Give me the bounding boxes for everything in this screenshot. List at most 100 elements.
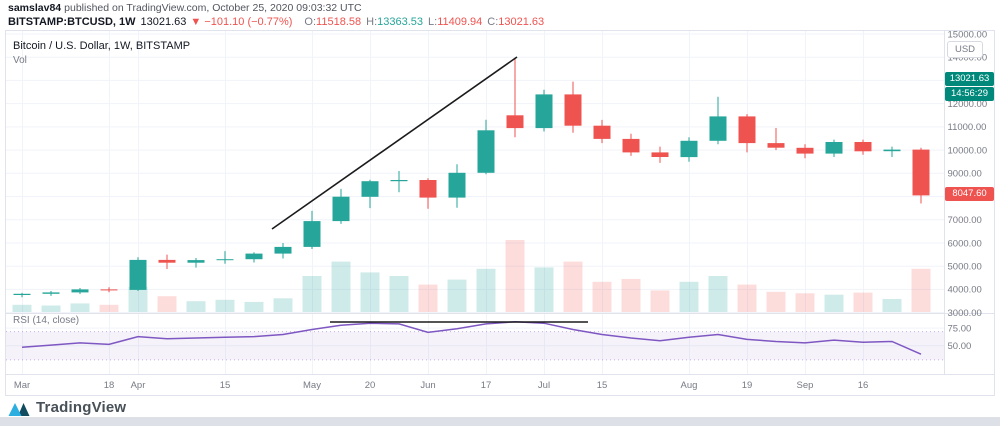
chart-canvas[interactable]: 15000.00 14000.00 12000.00 11000.00 10000.00… — [6, 31, 994, 395]
candle-body — [883, 149, 901, 152]
volume-bar — [128, 286, 148, 312]
volume-bar — [41, 305, 61, 312]
price-axis-label: 14000.00 — [948, 53, 988, 64]
symbol-title: BITSTAMP:BTCUSD, 1W — [8, 16, 136, 28]
candle-body — [506, 115, 524, 129]
candle-body — [738, 116, 756, 144]
pane-separators — [6, 31, 994, 375]
published-text: published on TradingView.com, October 25… — [64, 2, 362, 14]
high-label: H: — [366, 16, 378, 28]
volume-bar — [534, 267, 554, 312]
candle-body — [593, 125, 611, 139]
volume-bar — [157, 296, 177, 312]
volume-bar — [99, 304, 119, 312]
time-axis[interactable] — [5, 374, 944, 396]
volume-bar — [795, 293, 815, 312]
volume-bar — [679, 281, 699, 312]
price-axis-label: 6000.00 — [948, 238, 982, 249]
time-axis-label: 19 — [742, 380, 753, 391]
bottom-strip — [0, 417, 1000, 426]
candle-body — [129, 259, 147, 290]
candle-body — [332, 196, 350, 222]
grid — [6, 31, 944, 375]
volume-bar — [418, 284, 438, 312]
time-axis-label: 15 — [597, 380, 608, 391]
candle-body — [13, 293, 31, 295]
author-name: samslav84 — [8, 2, 62, 14]
low-label: L: — [428, 16, 438, 28]
candle-body — [854, 142, 872, 152]
open-value: 11518.58 — [316, 16, 362, 28]
candle-body — [71, 289, 89, 293]
time-axis-label: 20 — [365, 380, 376, 391]
candle-body — [825, 142, 843, 154]
candles — [13, 58, 930, 298]
candle-body — [709, 116, 727, 141]
candle-body — [187, 260, 205, 263]
candle-body — [535, 94, 553, 129]
candle-body — [796, 147, 814, 154]
tradingview-logo-icon — [8, 399, 30, 416]
symbol-status-line: BITSTAMP:BTCUSD, 1W 13021.63 ▼ −101.10 (−0… — [8, 15, 992, 30]
currency-button[interactable]: USD — [947, 41, 983, 58]
price-axis-label: 12000.00 — [948, 99, 988, 110]
volume-bar — [389, 276, 409, 312]
volume-bar — [824, 294, 844, 312]
candle-body — [361, 181, 379, 197]
volume-bar — [505, 240, 525, 312]
publish-info: samslav84 published on TradingView.com, O… — [8, 2, 992, 15]
price-axis[interactable] — [944, 30, 994, 374]
open-label: O: — [304, 16, 317, 28]
volume-bar — [882, 299, 902, 312]
rsi-axis-label: 75.00 — [948, 323, 972, 334]
price-change: ▼ −101.10 (−0.77%) — [190, 16, 293, 28]
volume-bar — [708, 276, 728, 312]
candle-body — [303, 221, 321, 247]
price-badge-last: 8047.60 — [945, 187, 994, 201]
candle-body — [622, 138, 640, 153]
time-axis-label: 15 — [220, 380, 231, 391]
candle-body — [158, 259, 176, 263]
tradingview-wordmark: TradingView — [36, 398, 127, 416]
candle-body — [245, 253, 263, 260]
candle-body — [274, 246, 292, 254]
close-value: 13021.63 — [498, 16, 545, 28]
candle-body — [448, 172, 466, 198]
time-axis-label: Aug — [681, 380, 698, 391]
volume-bar — [621, 278, 641, 312]
price-axis-label: 5000.00 — [948, 262, 982, 273]
low-value: 11409.94 — [437, 16, 483, 28]
candle-body — [419, 180, 437, 198]
candle-body — [564, 94, 582, 126]
last-price: 13021.63 — [140, 16, 187, 28]
rsi-band-fill — [6, 331, 944, 360]
tradingview-footer[interactable]: TradingView — [8, 398, 126, 416]
drawn-trendline[interactable] — [271, 56, 518, 230]
volume-legend: Vol — [13, 55, 27, 66]
symbol-legend: Bitcoin / U.S. Dollar, 1W, BITSTAMP — [13, 40, 191, 52]
rsi-legend: RSI (14, close) — [13, 315, 80, 326]
candle-body — [477, 130, 495, 173]
volume-bar — [592, 281, 612, 312]
time-axis-label: May — [303, 380, 321, 391]
price-axis-label: 4000.00 — [948, 285, 982, 296]
candle-body — [100, 289, 118, 291]
rsi-line — [21, 321, 922, 355]
volume-bar — [563, 261, 583, 312]
volume-bar — [853, 292, 873, 312]
time-axis-label: Mar — [14, 380, 30, 391]
volume-bar — [70, 303, 90, 312]
candle-body — [651, 152, 669, 157]
volume-bar — [476, 268, 496, 312]
rsi-axis-label: 50.00 — [948, 341, 972, 352]
volume-bar — [911, 268, 931, 312]
time-axis-label: Apr — [131, 380, 146, 391]
volume-bar — [331, 261, 351, 312]
snapshot-header: samslav84 published on TradingView.com, O… — [0, 0, 1000, 30]
high-value: 13363.53 — [377, 16, 424, 28]
volume-bar — [360, 272, 380, 312]
axis-labels: 15000.00 14000.00 12000.00 11000.00 10000.00… — [14, 31, 987, 391]
price-axis-label: 10000.00 — [948, 145, 988, 156]
volume-bar — [650, 290, 670, 312]
